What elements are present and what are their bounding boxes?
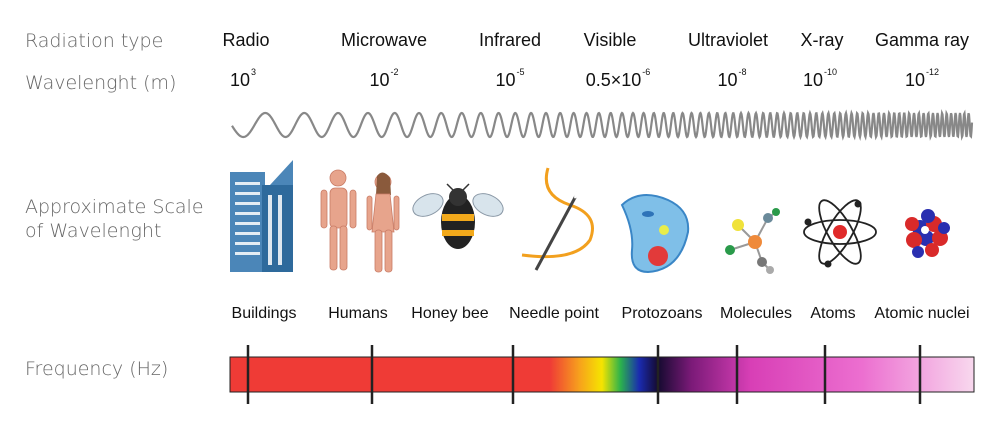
type-xray: X-ray: [800, 30, 844, 50]
wave-line: [231, 109, 974, 142]
object-atomic-nuclei: Atomic nuclei: [874, 305, 970, 322]
object-buildings: Buildings: [231, 305, 297, 322]
atom-icon: [803, 199, 877, 268]
molecule-icon: [725, 208, 780, 274]
object-needle-point: Needle point: [509, 305, 599, 322]
frequency-label: Frequency (Hz): [25, 358, 169, 380]
wavelength-infrared: 10-5: [495, 67, 525, 90]
object-molecules: Molecules: [719, 305, 793, 322]
object-humans: Humans: [328, 305, 388, 322]
radiation-type-label: Radiation type: [25, 30, 164, 52]
wavelength-gamma: 10-12: [904, 67, 940, 90]
frequency-ticks: [246, 345, 922, 404]
type-ultraviolet: Ultraviolet: [687, 30, 769, 50]
wavelength-microwave: 10-2: [369, 67, 399, 90]
wavelength-radio: 103: [229, 67, 257, 90]
buildings-icon: [230, 160, 293, 272]
wavelength-label: Wavelenght (m): [25, 72, 177, 94]
type-gamma: Gamma ray: [874, 30, 970, 50]
type-infrared: Infrared: [478, 30, 542, 50]
type-visible: Visible: [583, 30, 637, 50]
needle-icon: [521, 167, 594, 271]
honey-bee-icon: [412, 183, 504, 249]
humans-icon: [320, 169, 400, 273]
wavelength-xray: 10-10: [802, 67, 838, 90]
nucleus-icon: [905, 209, 950, 258]
wavelength-ultraviolet: 10-8: [717, 67, 747, 90]
object-protozoans: Protozoans: [621, 305, 703, 322]
type-radio: Radio: [222, 30, 270, 50]
object-atoms: Atoms: [810, 305, 856, 322]
wavelength-visible: 0.5×10-6: [585, 67, 651, 90]
object-honey-bee: Honey bee: [411, 305, 489, 322]
scale-label-line1: Approximate Scale: [25, 196, 204, 218]
frequency-bar: [229, 356, 975, 393]
scale-label-line2: of Wavelenght: [25, 220, 162, 242]
protozoan-icon: [620, 194, 690, 274]
type-microwave: Microwave: [340, 30, 428, 50]
